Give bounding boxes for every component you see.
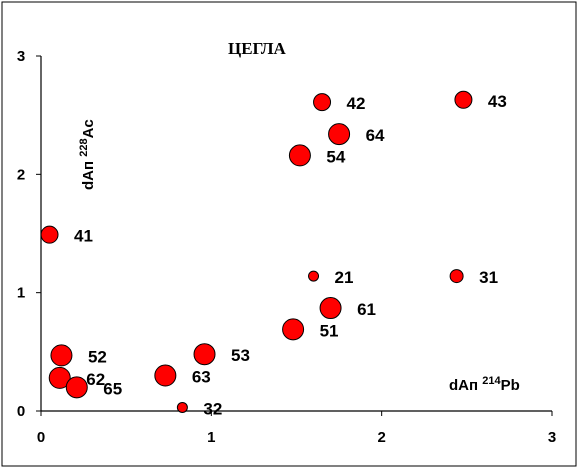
data-label-61: 61 [357,300,376,319]
x-tick-label: 2 [377,429,385,446]
y-tick-label: 3 [17,48,25,65]
data-label-64: 64 [366,126,385,145]
x-tick-label: 1 [207,429,215,446]
data-point-62 [48,366,71,389]
x-tick-label: 0 [37,429,45,446]
data-point-54 [288,144,311,167]
data-point-31 [449,269,464,284]
data-point-51 [282,318,305,341]
data-label-62: 62 [86,370,105,389]
data-label-63: 63 [192,368,211,387]
chart-title: ЦЕГЛА [228,39,286,58]
data-label-42: 42 [347,94,366,113]
data-point-65 [65,376,88,399]
data-label-53: 53 [231,346,250,365]
x-axis-title: dAп 214Pb [449,375,520,394]
data-label-41: 41 [74,227,93,246]
y-tick-label: 1 [17,285,25,302]
data-label-32: 32 [203,399,222,418]
ticks: 0 1 2 3 0 1 2 3 [17,48,556,446]
chart-frame [1,1,577,467]
data-point-63 [154,364,177,387]
data-point-41 [40,225,59,244]
data-label-43: 43 [488,92,507,111]
data-label-65: 65 [103,379,122,398]
x-tick-label: 3 [548,429,556,446]
data-label-54: 54 [326,147,345,166]
data-point-32 [176,401,188,413]
data-label-21: 21 [335,268,354,287]
data-point-64 [328,123,351,146]
data-point-52 [50,344,73,367]
data-label-52: 52 [88,347,107,366]
data-label-31: 31 [479,268,498,287]
data-point-61 [319,297,342,320]
data-point-53 [193,343,216,366]
data-point-43 [454,90,473,109]
y-axis-title: dAп 228Ac [78,119,97,190]
data-point-42 [313,93,332,112]
y-tick-label: 0 [17,403,25,420]
data-point-21 [308,270,320,282]
data-label-51: 51 [320,321,339,340]
y-tick-label: 2 [17,166,25,183]
